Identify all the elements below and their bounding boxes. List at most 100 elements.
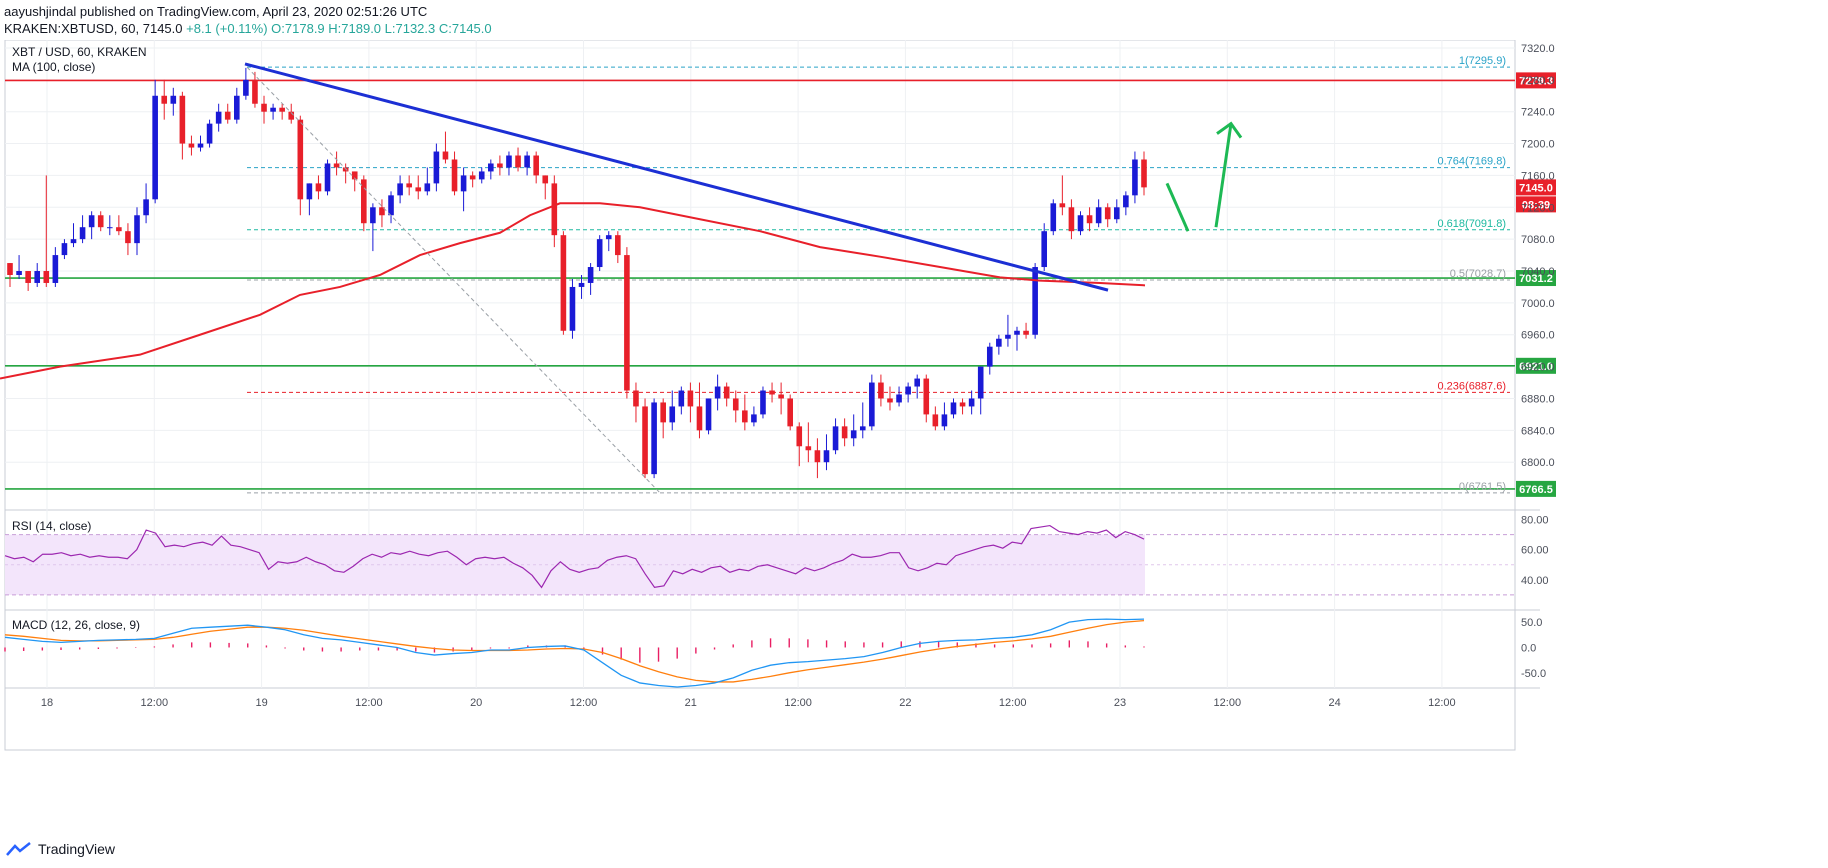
candle-body [696,406,703,431]
rsi-pane [4,524,1515,596]
main-legend-title: XBT / USD, 60, KRAKEN [12,45,147,59]
time-tick-label: 21 [685,697,697,709]
price-tick-label: 7280.0 [1521,75,1555,87]
candle [415,175,422,200]
candle-body [841,426,848,439]
candle [261,95,267,124]
rsi-line [4,524,1145,589]
tradingview-logo-icon [6,842,31,856]
candle-body [814,450,821,463]
candle [1032,263,1038,339]
price-axis[interactable]: 6800.0 6840.0 6880.0 6920.0 6960.0 7000.0 7040… [1521,43,1555,680]
candle-body [569,286,576,331]
candle [351,171,358,192]
candle-body [796,426,803,447]
candle [905,382,911,403]
candle [533,151,539,184]
candle-body [1041,231,1048,268]
candle [896,386,902,407]
candle [796,422,803,467]
trend-line[interactable] [244,62,1109,494]
candle [596,235,603,272]
candle [678,386,685,415]
candle [769,382,775,403]
candle-body [1141,159,1147,188]
macd-pane [4,618,1145,688]
candle-body [125,231,131,244]
candle [1104,203,1111,228]
candle [315,175,322,200]
candle [1050,199,1057,236]
candle [642,398,648,479]
fib-label: 0.236(6887.6) [1438,380,1507,392]
descending-trendline [244,62,1109,292]
chart-header: aayushjindal published on TradingView.co… [4,4,492,36]
candle-body [252,79,258,104]
rsi-tick-label: 60.00 [1521,545,1549,557]
candle-body [1077,215,1084,232]
price-tick-label: 7000.0 [1521,298,1555,310]
candle [587,263,594,295]
candle-body [170,95,177,104]
price-change: +8.1 (+0.11%) [186,21,268,36]
candle-body [805,446,812,451]
time-axis[interactable]: 18 12:00 19 12:00 20 12:00 21 12:00 22 12:00 23 12:… [41,697,1456,709]
candle [306,183,313,216]
author-name[interactable]: aayushjindal [4,4,77,19]
candle-body [959,402,966,407]
candle [324,159,331,196]
candle-body [188,143,195,148]
candle [832,418,839,455]
candle-body [370,207,376,224]
candle-body [723,386,730,399]
candle-body [52,255,59,283]
candle-body [315,183,322,192]
candle-body [25,271,31,283]
brand-name[interactable]: TradingView [38,841,116,857]
candle [361,175,367,232]
candle-body [351,171,358,180]
candle-body [1095,207,1102,224]
moving-average [0,202,1146,380]
time-tick-label: 19 [255,697,267,709]
candle-body [134,215,140,244]
time-tick-label: 12:00 [570,697,598,709]
candle-body [97,215,104,228]
candle-body [605,235,612,240]
candle [297,115,304,216]
candle-body [206,123,213,144]
footer: TradingView [6,841,115,857]
candle-body [243,79,249,96]
candle-body [642,406,648,475]
candle-body [705,398,712,431]
candle-body [624,255,630,391]
candle-body [878,382,884,399]
rsi-tick-label: 40.00 [1521,575,1549,587]
candle-body [633,390,639,407]
candle [134,207,140,256]
candle [125,223,131,256]
candle-body [905,386,911,395]
candle [288,103,295,124]
candle [1113,199,1120,224]
time-tick-label: 22 [899,697,911,709]
candle [1132,151,1138,204]
candle-body [996,338,1002,347]
candle [887,386,893,411]
macd-line [4,618,1145,688]
candle [224,103,231,124]
macd-tick-label: 0.0 [1521,642,1536,654]
candle-body [261,103,267,112]
candle [941,402,948,431]
candle-body [1050,203,1057,232]
price-chart[interactable]: 7279.3 7031.2 6921.0 6766.5 7145.0 08:39 1(72… [0,40,1828,800]
candle-body [224,111,231,120]
candle [61,239,68,260]
candle-body [669,406,676,423]
candle [959,398,966,415]
fib-label: 1(7295.9) [1459,55,1506,67]
ohlc-values: O:7178.9 H:7189.0 L:7132.3 C:7145.0 [271,21,492,36]
time-tick-label: 23 [1114,697,1126,709]
level-price-badge [1516,72,1556,89]
candle [705,398,712,435]
